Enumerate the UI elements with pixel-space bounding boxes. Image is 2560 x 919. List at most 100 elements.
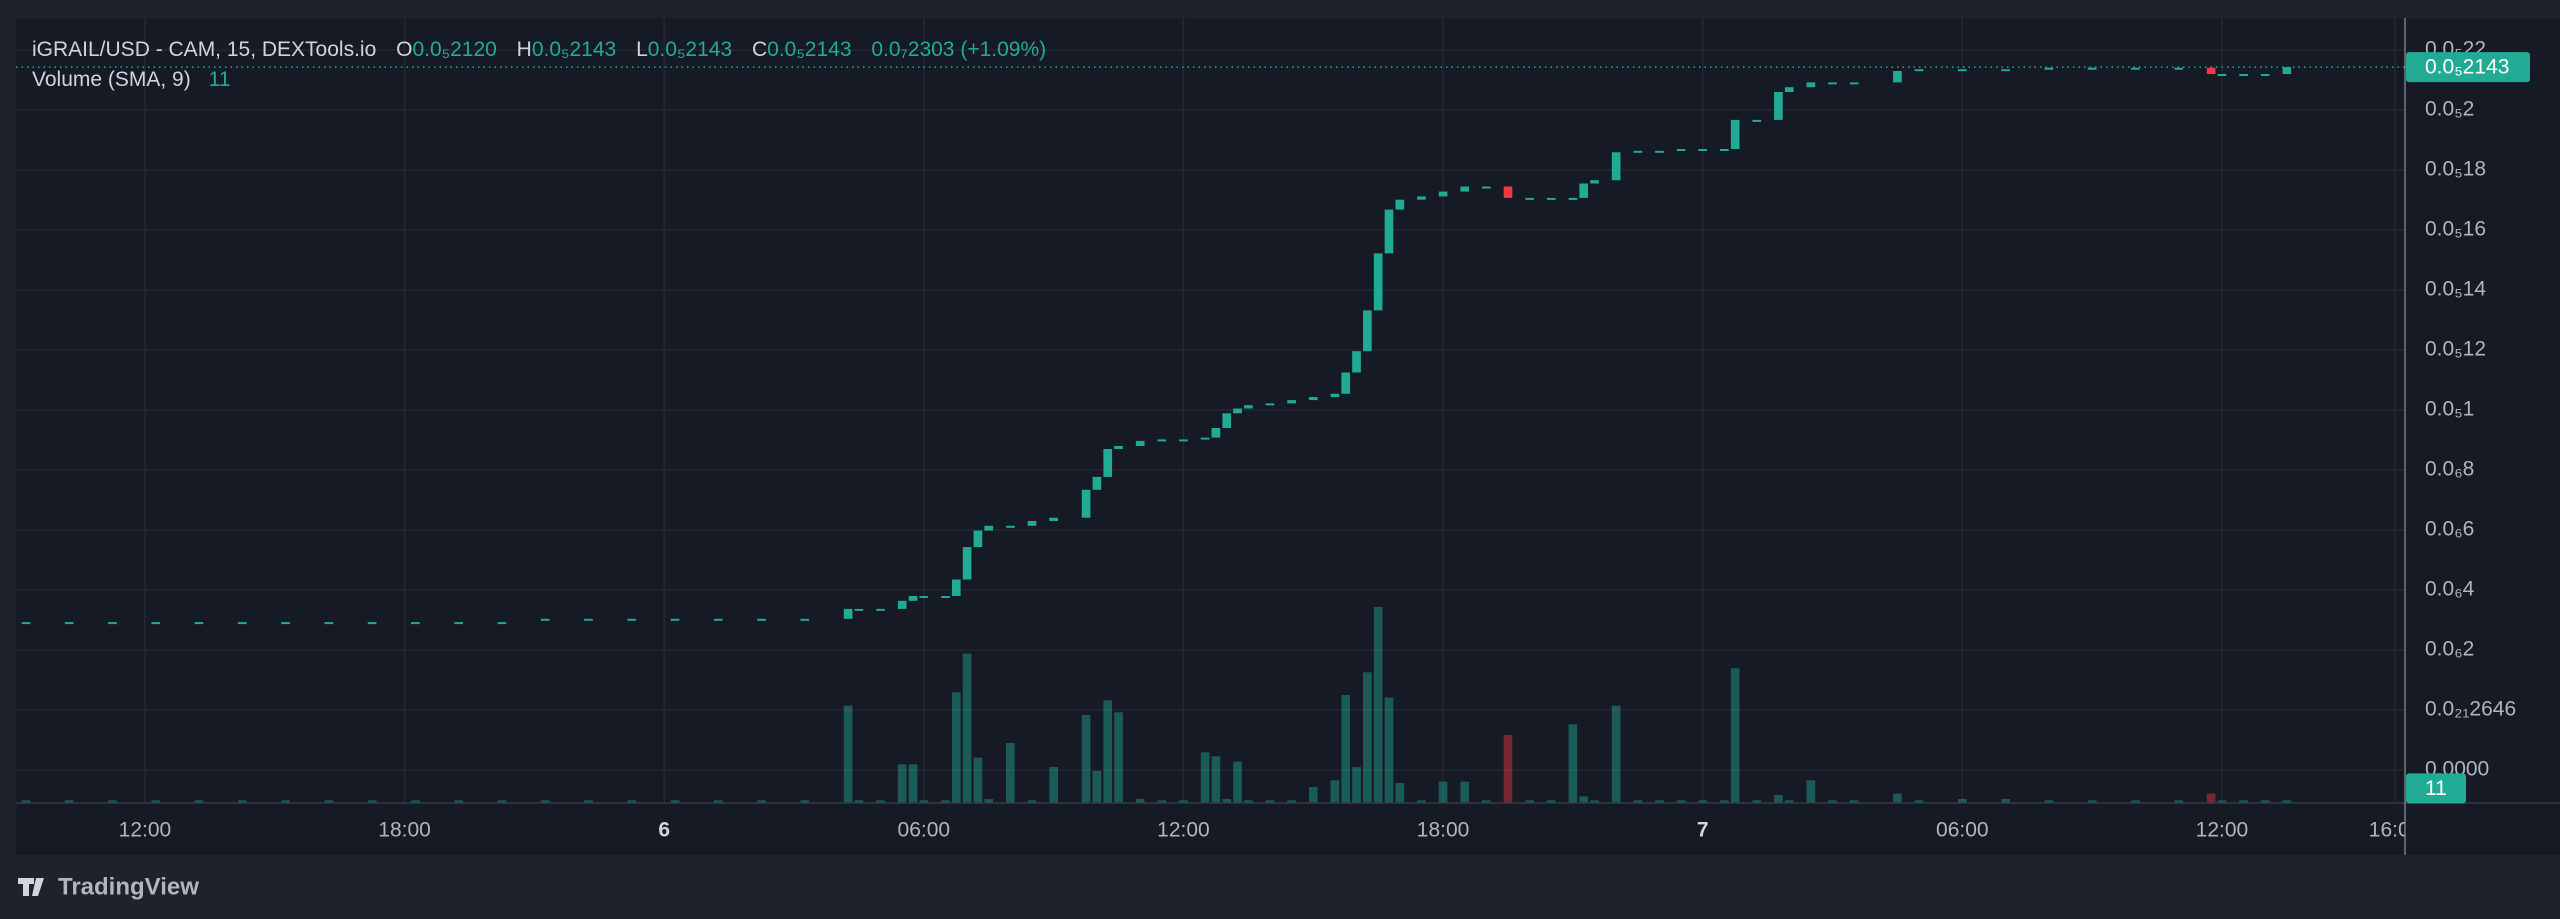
volume-bar	[2131, 800, 2140, 803]
candle-body	[843, 608, 853, 619]
candle-body	[497, 622, 507, 625]
x-tick-label: 7	[1697, 819, 1709, 842]
candle-body	[1027, 521, 1037, 526]
y-tick-label: 0.0₅2	[2425, 98, 2474, 121]
volume-bar	[2174, 800, 2184, 803]
change: 0.0₇2303 (+1.09%)	[871, 38, 1046, 61]
volume-legend-name: Volume (SMA, 9)	[32, 68, 191, 91]
y-tick-label: 0.0₆8	[2425, 458, 2474, 481]
candle-body	[1233, 408, 1242, 414]
ohlc-key: O	[396, 38, 412, 61]
candle-body	[1103, 449, 1113, 477]
candle-body	[1352, 351, 1361, 373]
candle-body	[1698, 149, 1708, 151]
candle-body	[1308, 397, 1318, 401]
volume-bar	[843, 705, 853, 803]
volume-bar	[1893, 793, 1902, 803]
candle-body	[1092, 476, 1102, 490]
volume-bar	[1157, 800, 1167, 803]
volume-bar	[1330, 780, 1340, 803]
volume-bar	[757, 800, 766, 803]
volume-bar	[411, 800, 420, 803]
volume-bar	[1027, 800, 1037, 803]
price-axis: 0.0₅220.0₅20.0₅180.0₅160.0₅140.0₅120.0₅1…	[2406, 38, 2530, 804]
volume-bar	[1568, 724, 1578, 803]
ohlc-value: 0.0₅2120	[412, 38, 496, 61]
ohlc-key: C	[752, 38, 767, 61]
volume-bar	[941, 800, 950, 803]
candle-body	[1200, 437, 1210, 440]
volume-bar	[1341, 694, 1351, 803]
candle-body	[1633, 150, 1643, 153]
volume-bar	[876, 800, 885, 803]
candle-body	[1135, 440, 1145, 446]
volume-bar	[1384, 697, 1394, 803]
candle-body	[908, 596, 918, 601]
volume-bar	[908, 764, 918, 803]
candle-body	[1114, 446, 1123, 449]
volume-bar	[1179, 800, 1188, 803]
y-tick-label: 0.0₅12	[2425, 338, 2486, 361]
candle-body	[1211, 428, 1221, 438]
volume-bar	[973, 757, 983, 803]
candle-body	[1730, 119, 1740, 149]
volume-bar	[1438, 781, 1448, 803]
candle-body	[1157, 439, 1167, 442]
ohlc-key: L	[636, 38, 648, 61]
candle-body	[1081, 489, 1091, 518]
volume-bar	[897, 764, 907, 803]
candle-body	[1179, 439, 1188, 442]
candle-layer	[16, 66, 2405, 625]
volume-legend: Volume (SMA, 9) 11	[32, 68, 230, 91]
x-tick-label: 6	[658, 819, 670, 842]
volume-bar	[237, 800, 247, 803]
volume-bar	[713, 800, 723, 803]
candle-body	[1914, 69, 1924, 72]
candle-body	[21, 622, 31, 625]
volume-bar	[1525, 800, 1534, 803]
volume-bar	[1546, 800, 1556, 803]
volume-bar	[64, 800, 74, 803]
candle-body	[1503, 186, 1513, 198]
x-tick-label: 12:00	[1157, 819, 1210, 842]
volume-bar	[1720, 800, 1729, 803]
candle-body	[2131, 67, 2140, 70]
x-tick-label: 06:00	[898, 819, 951, 842]
symbol-title: iGRAIL/USD - CAM, 15, DEXTools.io	[32, 38, 376, 61]
candle-body	[1049, 517, 1058, 521]
candle-body	[1244, 405, 1253, 409]
volume-bar	[1049, 766, 1058, 803]
volume-bar	[1503, 734, 1513, 803]
x-tick-label: 18:00	[1417, 819, 1470, 842]
volume-bar	[584, 800, 593, 803]
logo-icon	[18, 878, 44, 896]
volume-bar	[151, 800, 161, 803]
x-tick-label: 06:00	[1936, 819, 1989, 842]
candle-body	[1265, 403, 1275, 406]
candle-body	[2206, 67, 2216, 74]
candle-body	[973, 530, 983, 548]
candle-body	[897, 600, 907, 609]
logo-text: TradingView	[58, 873, 199, 900]
volume-sma-box	[2406, 773, 2466, 804]
volume-bar	[1774, 794, 1783, 803]
candle-body	[2174, 67, 2184, 70]
candle-body	[454, 622, 463, 625]
logo: TradingView	[18, 873, 199, 900]
candle-body	[1395, 199, 1405, 210]
volume-bar	[540, 800, 550, 803]
candle-body	[1784, 87, 1794, 92]
volume-bar	[1006, 742, 1015, 803]
candle-body	[64, 622, 74, 625]
volume-bar	[1103, 700, 1113, 803]
candle-body	[854, 608, 864, 611]
candle-body	[951, 579, 961, 596]
candle-body	[584, 618, 593, 621]
volume-bar	[2087, 800, 2097, 803]
y-tick-label: 0.0₆4	[2425, 578, 2475, 601]
x-tick-label: 18:00	[378, 819, 431, 842]
volume-bar	[1114, 712, 1123, 803]
candle-body	[1546, 197, 1556, 200]
